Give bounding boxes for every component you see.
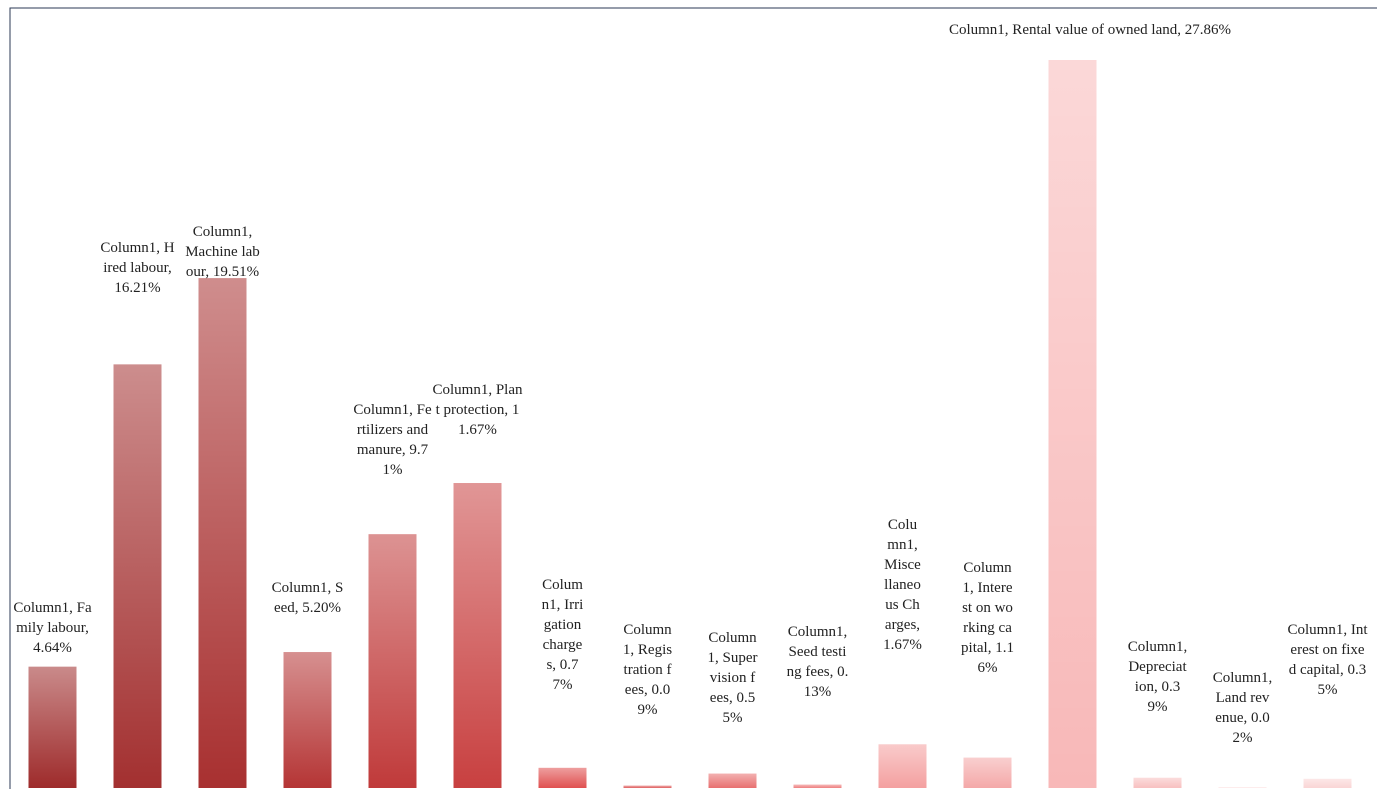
bar-shine <box>1133 777 1182 788</box>
bar-shine <box>283 652 332 788</box>
data-label: Column1, Interest on working capital, 1.… <box>961 560 1014 676</box>
bar-shine <box>1218 787 1267 788</box>
data-label: Column1, Family labour, 4.64% <box>13 600 92 656</box>
data-label: Column1, Registration fees, 0.09% <box>622 622 673 718</box>
bar-shine <box>793 784 842 788</box>
bar-shine <box>113 364 162 788</box>
bar-shine <box>878 744 927 788</box>
data-label: Column1, Land revenue, 0.02% <box>1212 670 1273 746</box>
data-label: Column1, Depreciation, 0.39% <box>1127 639 1188 715</box>
bar-shine <box>1303 778 1352 788</box>
data-label: Column1, Hired labour, 16.21% <box>100 240 175 296</box>
bar-shine <box>623 785 672 788</box>
bar-shine <box>963 757 1012 788</box>
bar-shine <box>708 773 757 788</box>
data-label: Column1, Interest on fixed capital, 0.35… <box>1287 622 1368 698</box>
data-label: Column1, Seed testing fees, 0.13% <box>786 624 849 700</box>
data-label: Column1, Supervision fees, 0.55% <box>707 630 758 726</box>
data-label: Column1, Rental value of owned land, 27.… <box>948 22 1232 38</box>
data-label: Column1, Irrigation charges, 0.77% <box>541 577 584 693</box>
bar-shine <box>28 666 77 788</box>
data-label: Column1, Machine labour, 19.51% <box>185 224 260 280</box>
bar-shine <box>368 534 417 788</box>
data-label: Column1, Fertilizers and manure, 9.71% <box>353 402 432 478</box>
bar-shine <box>453 483 502 788</box>
data-label: Column1, Seed, 5.20% <box>271 580 344 616</box>
data-label: Column1, Miscellaneous Charges, 1.67% <box>883 517 922 653</box>
bar-shine <box>1048 60 1097 788</box>
data-label: Column1, Plant protection, 11.67% <box>432 382 523 438</box>
plot-border <box>9 7 1377 789</box>
bar-shine <box>538 767 587 788</box>
bar-shine <box>198 278 247 788</box>
